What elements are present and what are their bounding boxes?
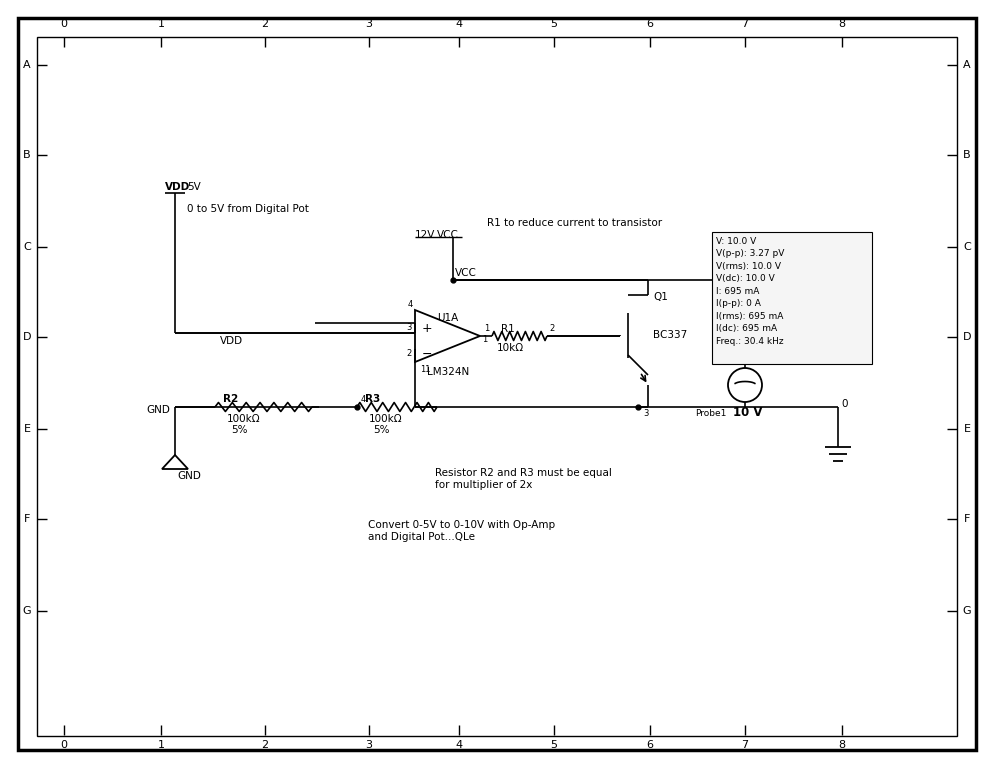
Text: 1: 1 xyxy=(482,336,487,345)
Text: A: A xyxy=(963,60,971,70)
Text: 5V: 5V xyxy=(187,182,201,192)
Text: 11: 11 xyxy=(420,365,430,374)
Text: R3: R3 xyxy=(366,394,381,404)
Text: 1: 1 xyxy=(484,324,489,333)
Text: F: F xyxy=(24,514,30,524)
Text: 7: 7 xyxy=(742,19,748,29)
Text: 12V: 12V xyxy=(415,230,435,240)
Text: R1 to reduce current to transistor: R1 to reduce current to transistor xyxy=(487,218,662,228)
Text: Convert 0-5V to 0-10V with Op-Amp
and Digital Pot...QLe: Convert 0-5V to 0-10V with Op-Amp and Di… xyxy=(368,520,555,541)
Text: 0 to 5V from Digital Pot: 0 to 5V from Digital Pot xyxy=(187,204,309,214)
Text: Q1: Q1 xyxy=(653,292,668,302)
Text: 100kΩ: 100kΩ xyxy=(369,414,403,424)
Text: G: G xyxy=(962,606,971,616)
Text: 6: 6 xyxy=(646,19,653,29)
Text: D: D xyxy=(963,332,971,342)
Text: Probe1: Probe1 xyxy=(695,409,727,418)
Text: 1: 1 xyxy=(157,740,164,750)
Text: 7: 7 xyxy=(742,740,748,750)
Text: R2: R2 xyxy=(224,394,239,404)
Text: B: B xyxy=(963,150,971,160)
Text: 3: 3 xyxy=(366,19,373,29)
Text: 3: 3 xyxy=(643,409,648,418)
Text: 2: 2 xyxy=(549,324,555,333)
Text: 10 V: 10 V xyxy=(733,406,762,419)
Text: VDD: VDD xyxy=(220,336,244,346)
Text: 1: 1 xyxy=(157,19,164,29)
Text: B: B xyxy=(23,150,31,160)
Text: C: C xyxy=(963,242,971,252)
Text: A: A xyxy=(23,60,31,70)
Text: 0: 0 xyxy=(61,19,68,29)
Text: 8: 8 xyxy=(838,740,846,750)
Text: X1: X1 xyxy=(739,353,751,363)
Text: VDD: VDD xyxy=(165,182,190,192)
Text: 5%: 5% xyxy=(231,425,248,435)
Text: 2: 2 xyxy=(261,19,268,29)
Bar xyxy=(712,232,872,364)
Text: Resistor R2 and R3 must be equal
for multiplier of 2x: Resistor R2 and R3 must be equal for mul… xyxy=(435,468,612,490)
Text: 8: 8 xyxy=(838,19,846,29)
Text: 4: 4 xyxy=(455,19,462,29)
Text: −: − xyxy=(422,347,432,360)
Text: 4: 4 xyxy=(361,395,366,404)
Text: 5: 5 xyxy=(551,19,558,29)
Text: 2: 2 xyxy=(261,740,268,750)
Text: GND: GND xyxy=(146,405,170,415)
Text: R1: R1 xyxy=(501,324,515,334)
Text: 3: 3 xyxy=(407,323,412,332)
Text: VCC: VCC xyxy=(455,268,477,278)
Text: 100kΩ: 100kΩ xyxy=(227,414,260,424)
Text: 0: 0 xyxy=(841,399,848,409)
Text: 6: 6 xyxy=(646,740,653,750)
Text: 5%: 5% xyxy=(373,425,390,435)
Text: U1A: U1A xyxy=(437,313,458,323)
Text: F: F xyxy=(964,514,970,524)
Text: 5: 5 xyxy=(551,740,558,750)
Text: V: 10.0 V
V(p-p): 3.27 pV
V(rms): 10.0 V
V(dc): 10.0 V
I: 695 mA
I(p-p): 0 A
I(r: V: 10.0 V V(p-p): 3.27 pV V(rms): 10.0 V… xyxy=(716,237,784,346)
Text: E: E xyxy=(24,424,31,434)
Text: C: C xyxy=(23,242,31,252)
Text: 10kΩ: 10kΩ xyxy=(497,343,524,353)
Text: 4: 4 xyxy=(455,740,462,750)
Text: D: D xyxy=(23,332,31,342)
Text: 0: 0 xyxy=(61,740,68,750)
Text: G: G xyxy=(23,606,32,616)
Text: E: E xyxy=(963,424,970,434)
Text: VCC: VCC xyxy=(437,230,459,240)
Text: GND: GND xyxy=(177,471,201,481)
Text: LM324N: LM324N xyxy=(427,367,469,377)
Text: 4: 4 xyxy=(408,300,413,309)
Text: 3: 3 xyxy=(366,740,373,750)
Text: BC337: BC337 xyxy=(653,330,687,340)
Text: 2: 2 xyxy=(407,349,412,357)
Text: +: + xyxy=(422,322,432,335)
